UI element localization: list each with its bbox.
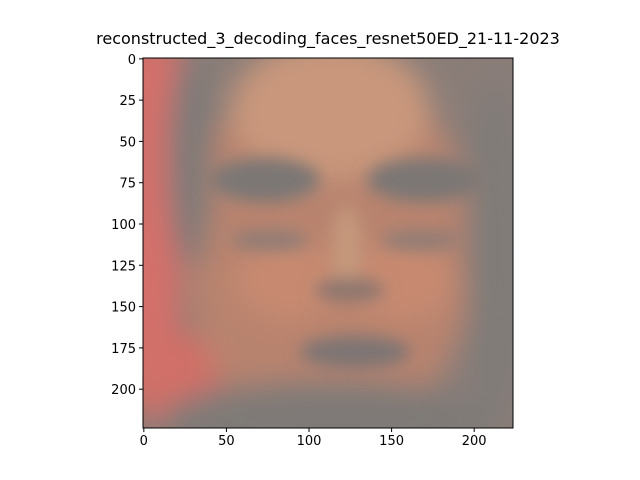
y-tick-label: 200 (111, 383, 136, 398)
y-tick-label: 125 (111, 259, 136, 274)
image (143, 58, 513, 428)
y-tick-label: 150 (111, 301, 136, 316)
y-tick-label: 100 (111, 218, 136, 233)
y-tick-label: 50 (119, 135, 136, 150)
y-tick-label: 25 (119, 94, 136, 109)
y-tick-label: 75 (119, 177, 136, 192)
x-tick-label: 50 (218, 434, 235, 449)
axes-frame (142, 57, 514, 429)
y-tick-label: 0 (128, 53, 136, 68)
x-tick-label: 150 (379, 434, 404, 449)
x-tick-label: 0 (140, 434, 148, 449)
y-tick-label: 175 (111, 342, 136, 357)
x-tick-label: 100 (297, 434, 322, 449)
x-tick-label: 200 (462, 434, 487, 449)
chart-title: reconstructed_3_decoding_faces_resnet50E… (96, 29, 560, 49)
